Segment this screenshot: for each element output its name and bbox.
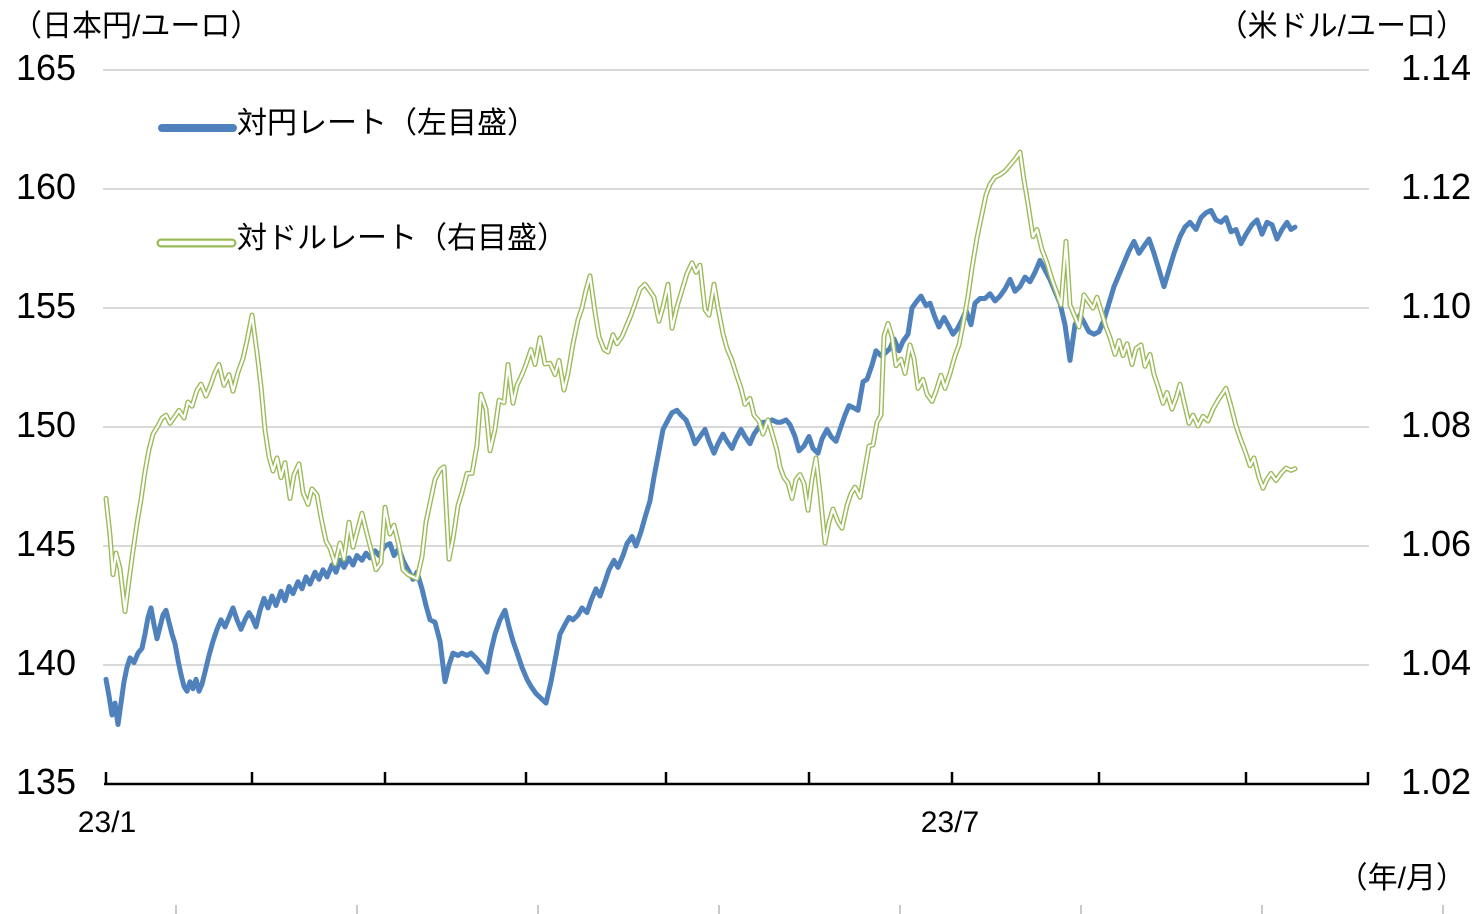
left-axis-tick-label-155: 155 xyxy=(16,285,77,326)
right-axis-tick-label-1.14: 1.14 xyxy=(1401,47,1472,88)
legend-label-eur-usd: 対ドルレート（右目盛） xyxy=(237,222,567,255)
right-axis-tick-label-1.04: 1.04 xyxy=(1401,642,1472,683)
series-line-eur_usd-core xyxy=(104,151,1297,613)
left-axis-title: （日本円/ユーロ） xyxy=(12,10,261,43)
series-line-eur_usd-outline xyxy=(103,149,1298,614)
legend-label-eur-jpy: 対円レート（左目盛） xyxy=(237,107,537,140)
right-axis-title: （米ドル/ユーロ） xyxy=(1217,10,1466,43)
right-axis-tick-label-1.02: 1.02 xyxy=(1401,761,1472,802)
right-axis-tick-label-1.10: 1.10 xyxy=(1401,285,1472,326)
right-axis-tick-label-1.08: 1.08 xyxy=(1401,404,1472,445)
left-axis-tick-label-160: 160 xyxy=(16,166,77,207)
x-axis-title: （年/月） xyxy=(1337,862,1466,895)
x-tick-label-jan: 23/1 xyxy=(77,806,137,839)
left-axis-tick-label-135: 135 xyxy=(16,761,77,802)
left-axis-tick-label-145: 145 xyxy=(16,523,77,564)
x-tick-label-jul: 23/7 xyxy=(920,806,980,839)
right-axis-tick-label-1.06: 1.06 xyxy=(1401,523,1472,564)
right-axis-tick-label-1.12: 1.12 xyxy=(1401,166,1472,207)
series-line-eur_jpy xyxy=(103,207,1298,727)
left-axis-tick-label-140: 140 xyxy=(16,642,77,683)
left-axis-tick-label-150: 150 xyxy=(16,404,77,445)
left-axis-tick-label-165: 165 xyxy=(16,47,77,88)
